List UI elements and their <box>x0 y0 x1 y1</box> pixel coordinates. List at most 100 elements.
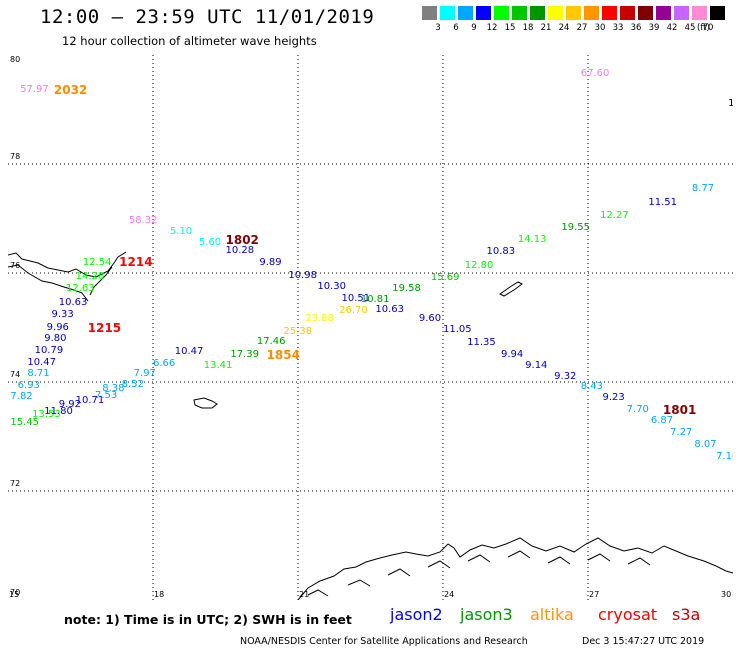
legend-swatch <box>710 6 725 20</box>
wave-height-value: 10.63 <box>375 303 404 315</box>
lon-tick-label: 30 <box>721 590 732 599</box>
wave-height-value: 10.81 <box>360 294 390 306</box>
lon-tick-label: 21 <box>299 590 310 599</box>
svalbard-coast <box>8 251 127 302</box>
legend-swatch <box>548 6 563 20</box>
satellite-s3a: s3a <box>672 605 701 624</box>
legend-label: 3 <box>435 23 441 33</box>
wave-height-value: 8.38 <box>102 382 125 394</box>
wave-height-value: 6.66 <box>153 358 176 369</box>
wave-height-value: 12.54 <box>82 257 112 269</box>
wave-height-value: 9.89 <box>259 257 282 269</box>
wave-height-value: 6.87 <box>650 415 674 427</box>
legend-label: 36 <box>630 23 642 33</box>
wave-height-value: 7.10 <box>716 450 733 462</box>
lon-tick-label: 24 <box>444 590 455 599</box>
satellite-cryosat: cryosat <box>598 605 658 624</box>
wave-height-value: 17.39 <box>230 348 259 360</box>
wave-height-value: 12.63 <box>66 283 95 295</box>
pass-time-label: 1854 <box>266 347 300 362</box>
wave-height-value: 7.82 <box>10 391 33 403</box>
lat-tick-label: 80 <box>10 55 21 64</box>
wave-height-value: 25.38 <box>283 325 313 337</box>
wave-height-value: 67.60 <box>580 68 610 80</box>
wave-height-value: 57.97 <box>20 84 49 96</box>
credit-line: NOAA/NESDIS Center for Satellite Applica… <box>240 636 528 647</box>
pass-time-label: 1215 <box>87 320 122 335</box>
satellite-jason2: jason2 <box>390 605 443 624</box>
wave-height-value: 10.71 <box>75 395 105 407</box>
wave-height-value: 12.80 <box>464 259 494 271</box>
legend-swatch <box>494 6 509 20</box>
legend-label: 21 <box>540 23 552 33</box>
legend-swatch <box>638 6 653 20</box>
pass-time-label: 2032 <box>53 83 88 98</box>
legend-swatch <box>602 6 617 20</box>
wave-height-value: 11.05 <box>443 324 472 336</box>
wave-height-value: 19.58 <box>392 283 421 295</box>
basemap <box>8 55 733 600</box>
wave-height-value: 8.52 <box>121 378 144 390</box>
map-subtitle: 12 hour collection of altimeter wave hei… <box>62 34 317 48</box>
satellite-jason3: jason3 <box>460 605 513 624</box>
legend-unit: (ft) <box>697 23 710 33</box>
lon-tick-label: 18 <box>154 590 165 599</box>
legend-label: 45 <box>684 23 696 33</box>
legend-label: 15 <box>504 23 516 33</box>
wave-height-value: 10.83 <box>486 246 516 258</box>
lat-tick-label: 78 <box>10 152 21 161</box>
graticule <box>8 55 733 600</box>
wave-height-value: 8.43 <box>580 381 604 393</box>
wave-height-value: 10.51 <box>341 292 371 304</box>
wave-height-value: 10.63 <box>58 296 88 308</box>
wave-height-value: 12.27 <box>600 209 629 221</box>
pass-time-label: 1214 <box>119 255 153 270</box>
wave-height-value: 26.70 <box>339 305 368 317</box>
map-title: 12:00 – 23:59 UTC 11/01/2019 <box>40 6 375 28</box>
legend-label: 42 <box>666 23 678 33</box>
legend-label: 6 <box>453 23 459 33</box>
wave-height-value: 19.55 <box>561 222 591 234</box>
wave-height-value: 15.69 <box>430 272 460 284</box>
legend-swatch <box>584 6 599 20</box>
legend-label: 18 <box>522 23 534 33</box>
wave-height-value: 7.53 <box>95 389 118 401</box>
norway-islands <box>307 550 651 597</box>
wave-height-value: 5.60 <box>198 237 222 249</box>
wave-height-value: 10.28 <box>225 245 255 257</box>
wave-height-value: 9.60 <box>418 313 442 325</box>
wave-height-value: 11.80 <box>44 405 73 417</box>
norway-coast <box>297 537 733 600</box>
lat-tick-label: 70 <box>10 588 21 597</box>
wave-height-value: 9.94 <box>501 348 524 360</box>
legend-label: 24 <box>558 23 570 33</box>
wave-height-value: 10.79 <box>34 345 64 357</box>
wave-height-value: 11.51 <box>648 197 678 209</box>
legend-swatch <box>656 6 671 20</box>
wave-height-value: 13.53 <box>32 408 61 420</box>
footer-note: note: 1) Time is in UTC; 2) SWH is in fe… <box>64 612 352 627</box>
edge-value-label: 1. <box>728 98 733 110</box>
map-panel: 80 78 76 74 72 70 15 18 21 24 27 30 57.97 67.60 58.32 5… <box>8 55 733 600</box>
wave-height-value: 7.97 <box>133 367 156 379</box>
legend-label: 9 <box>471 23 477 33</box>
lat-tick-label: 76 <box>10 261 21 270</box>
wave-height-value: 10.30 <box>317 280 346 292</box>
pass-time-label: 1802 <box>225 233 259 248</box>
wave-height-value: 8.71 <box>27 368 50 380</box>
wave-height-value: 10.47 <box>174 346 204 358</box>
wave-height-value: 8.07 <box>694 438 717 450</box>
wave-height-value: 10.98 <box>288 269 317 281</box>
legend-label: 70 <box>702 23 714 33</box>
legend-label: 39 <box>648 23 660 33</box>
wave-height-value: 15.45 <box>10 416 40 428</box>
legend-swatch <box>674 6 689 20</box>
wave-height-value: 13.41 <box>203 359 233 371</box>
lon-tick-label: 15 <box>9 590 20 599</box>
legend-swatch <box>620 6 635 20</box>
legend-swatch <box>422 6 437 20</box>
legend-label: 30 <box>594 23 606 33</box>
legend-swatch <box>530 6 545 20</box>
wave-height-value: 58.32 <box>128 215 158 227</box>
legend-swatch <box>458 6 473 20</box>
